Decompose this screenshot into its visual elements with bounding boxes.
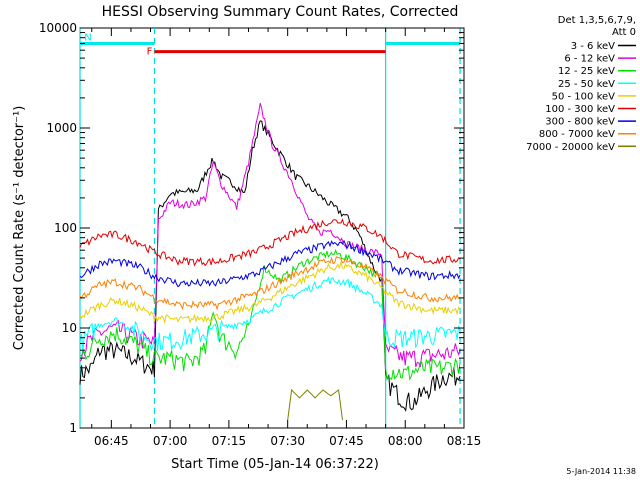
series-line [79, 218, 461, 267]
series-line [79, 103, 461, 368]
series-group [79, 103, 461, 421]
x-tick-label: 08:15 [447, 434, 482, 448]
y-tick-label: 1 [69, 421, 77, 435]
footer-date: 5-Jan-2014 11:38 [566, 467, 636, 476]
series-line [79, 260, 461, 324]
axes: 1 10 100 1000 10000 06:45 07:00 07:15 07:30 07:45… [39, 21, 481, 448]
legend-label: 50 - 100 keV [552, 91, 616, 102]
x-tick-label: 06:45 [94, 434, 129, 448]
x-tick-label: 07:15 [212, 434, 247, 448]
x-tick-label: 07:30 [270, 434, 305, 448]
plot-area [79, 27, 465, 429]
x-tick-label: 08:00 [388, 434, 423, 448]
legend-label: 12 - 25 keV [558, 66, 615, 77]
flag-label: N [84, 32, 91, 43]
series-line [79, 120, 461, 412]
y-tick-label: 100 [54, 221, 77, 235]
x-tick-label: 07:45 [329, 434, 364, 448]
chart-title: HESSI Observing Summary Count Rates, Cor… [102, 4, 459, 20]
x-axis-label: Start Time (05-Jan-14 06:37:22) [171, 457, 379, 472]
y-tick-label: 1000 [46, 121, 77, 135]
legend-label: 3 - 6 keV [571, 41, 615, 52]
series-line [79, 256, 461, 311]
series-line [79, 248, 461, 381]
flag-label: F [147, 47, 153, 58]
legend-label: 100 - 300 keV [545, 104, 615, 115]
legend-label: 25 - 50 keV [558, 79, 615, 90]
series-line [79, 276, 461, 352]
y-tick-label: 10000 [39, 21, 77, 35]
legend-label: 300 - 800 keV [545, 117, 615, 128]
series-line [287, 388, 343, 421]
legend-label: 800 - 7000 keV [539, 129, 615, 140]
series-line [79, 239, 461, 288]
legend-label: 6 - 12 keV [564, 54, 615, 65]
y-axis-label: Corrected Count Rate (s⁻¹ detector⁻¹) [12, 106, 27, 351]
legend-header: Att 0 [612, 27, 636, 38]
flag-bars: FN [79, 28, 461, 428]
x-tick-label: 07:00 [153, 434, 188, 448]
legend-header: Det 1,3,5,6,7,9, [558, 15, 636, 26]
y-tick-label: 10 [62, 321, 77, 335]
legend-label: 7000 - 20000 keV [526, 142, 615, 153]
plot-frame [79, 27, 465, 429]
